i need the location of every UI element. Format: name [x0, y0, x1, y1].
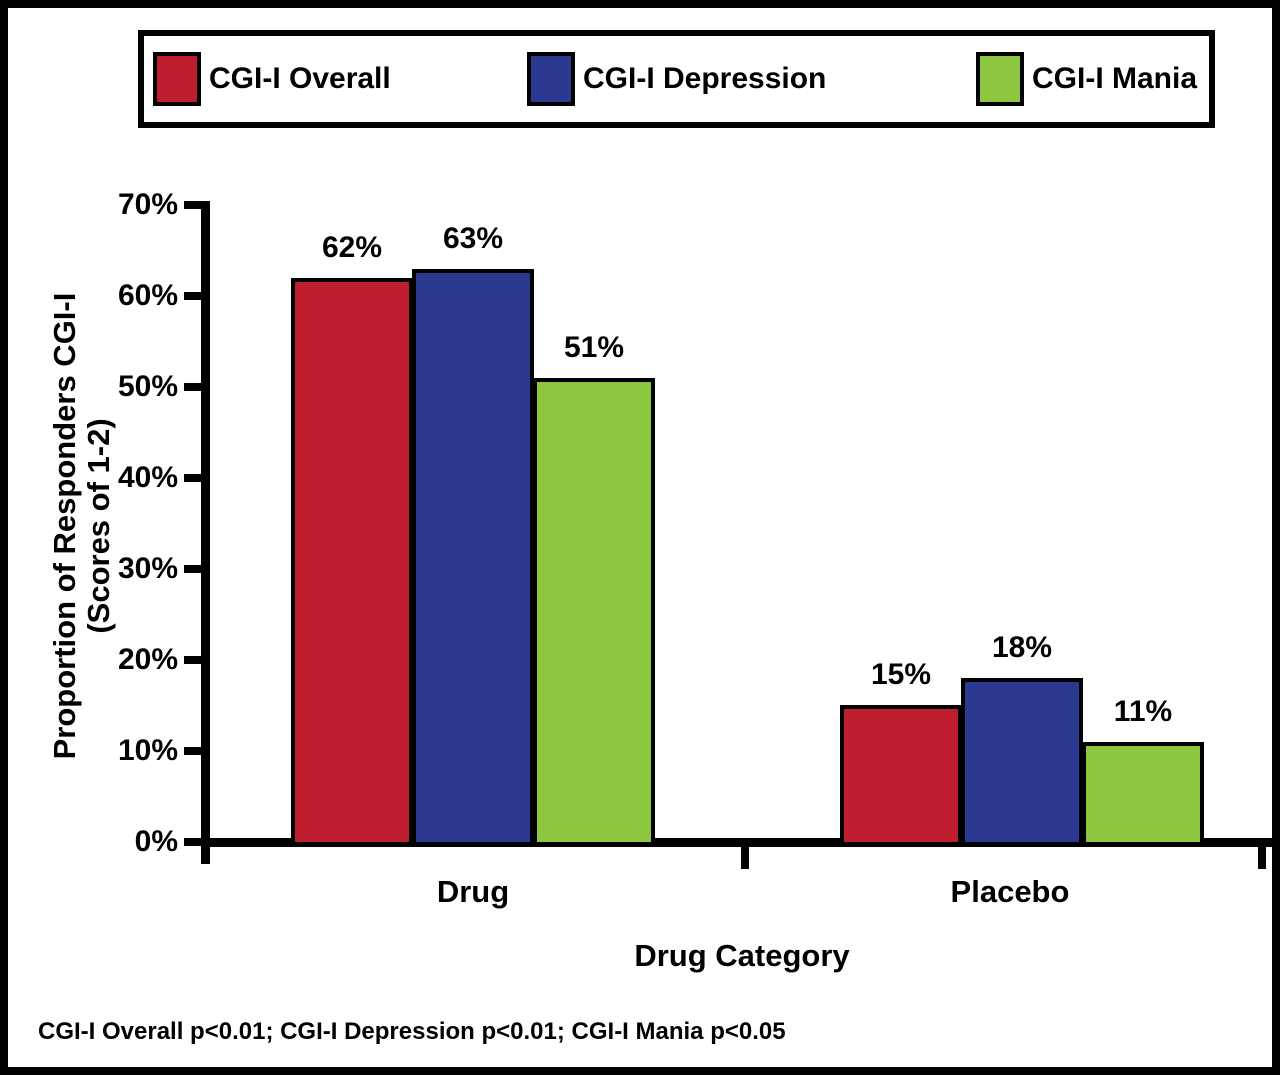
bar-placebo-cgi-i-depression — [961, 678, 1083, 846]
y-axis-tick-10 — [184, 747, 201, 755]
y-axis-tick-label-30: 30% — [117, 552, 178, 585]
y-axis-tick-50 — [184, 383, 201, 391]
bar-placebo-cgi-i-mania — [1082, 742, 1204, 846]
x-axis-end-tick — [1258, 847, 1266, 869]
y-axis-tick-label-0: 0% — [134, 825, 178, 858]
y-axis-tick-label-20: 20% — [117, 643, 178, 676]
legend-item-cgi-i-depression: CGI-I Depression — [527, 36, 826, 122]
legend-item-cgi-i-mania: CGI-I Mania — [976, 36, 1197, 122]
bar-drug-cgi-i-mania — [533, 378, 655, 846]
value-label-placebo-cgi-i-overall: 15% — [870, 658, 932, 691]
y-axis-tick-label-60: 60% — [117, 279, 178, 312]
legend-swatch-blue-icon — [527, 52, 575, 106]
x-axis-title: Drug Category — [634, 938, 850, 973]
value-label-drug-cgi-i-overall: 62% — [321, 231, 383, 264]
legend-item-cgi-i-overall: CGI-I Overall — [153, 36, 391, 122]
y-axis-tick-30 — [184, 565, 201, 573]
y-axis-tick-20 — [184, 656, 201, 664]
y-axis-tick-0 — [184, 838, 201, 846]
value-label-placebo-cgi-i-mania: 11% — [1113, 695, 1173, 728]
value-label-drug-cgi-i-mania: 51% — [563, 331, 625, 364]
y-axis-tick-60 — [184, 292, 201, 300]
y-axis-tick-40 — [184, 474, 201, 482]
y-axis-tick-70 — [184, 201, 201, 209]
bar-drug-cgi-i-depression — [412, 269, 534, 846]
y-axis-tick-label-50: 50% — [117, 370, 178, 403]
legend-label: CGI-I Mania — [1032, 62, 1198, 95]
x-axis-category-label-drug: Drug — [436, 874, 510, 909]
legend-swatch-green-icon — [976, 52, 1024, 106]
legend-label: CGI-I Overall — [209, 62, 391, 95]
x-axis-category-divider-tick — [741, 847, 749, 869]
bar-placebo-cgi-i-overall — [840, 705, 962, 846]
footnote-pvalues: CGI-I Overall p<0.01; CGI-I Depression p… — [38, 1018, 786, 1045]
y-axis-tick-label-10: 10% — [117, 734, 178, 767]
y-axis-tick-label-40: 40% — [117, 461, 178, 494]
value-label-placebo-cgi-i-depression: 18% — [991, 631, 1053, 664]
y-axis-tick-label-70: 70% — [117, 188, 178, 221]
legend-box: CGI-I Overall CGI-I Depression CGI-I Man… — [138, 30, 1215, 128]
x-axis-line — [201, 838, 1272, 847]
y-axis-line — [201, 201, 210, 864]
legend-label: CGI-I Depression — [583, 62, 827, 95]
bar-drug-cgi-i-overall — [291, 278, 413, 846]
x-axis-category-label-placebo: Placebo — [950, 874, 1070, 909]
value-label-drug-cgi-i-depression: 63% — [442, 222, 504, 255]
legend-swatch-red-icon — [153, 52, 201, 106]
